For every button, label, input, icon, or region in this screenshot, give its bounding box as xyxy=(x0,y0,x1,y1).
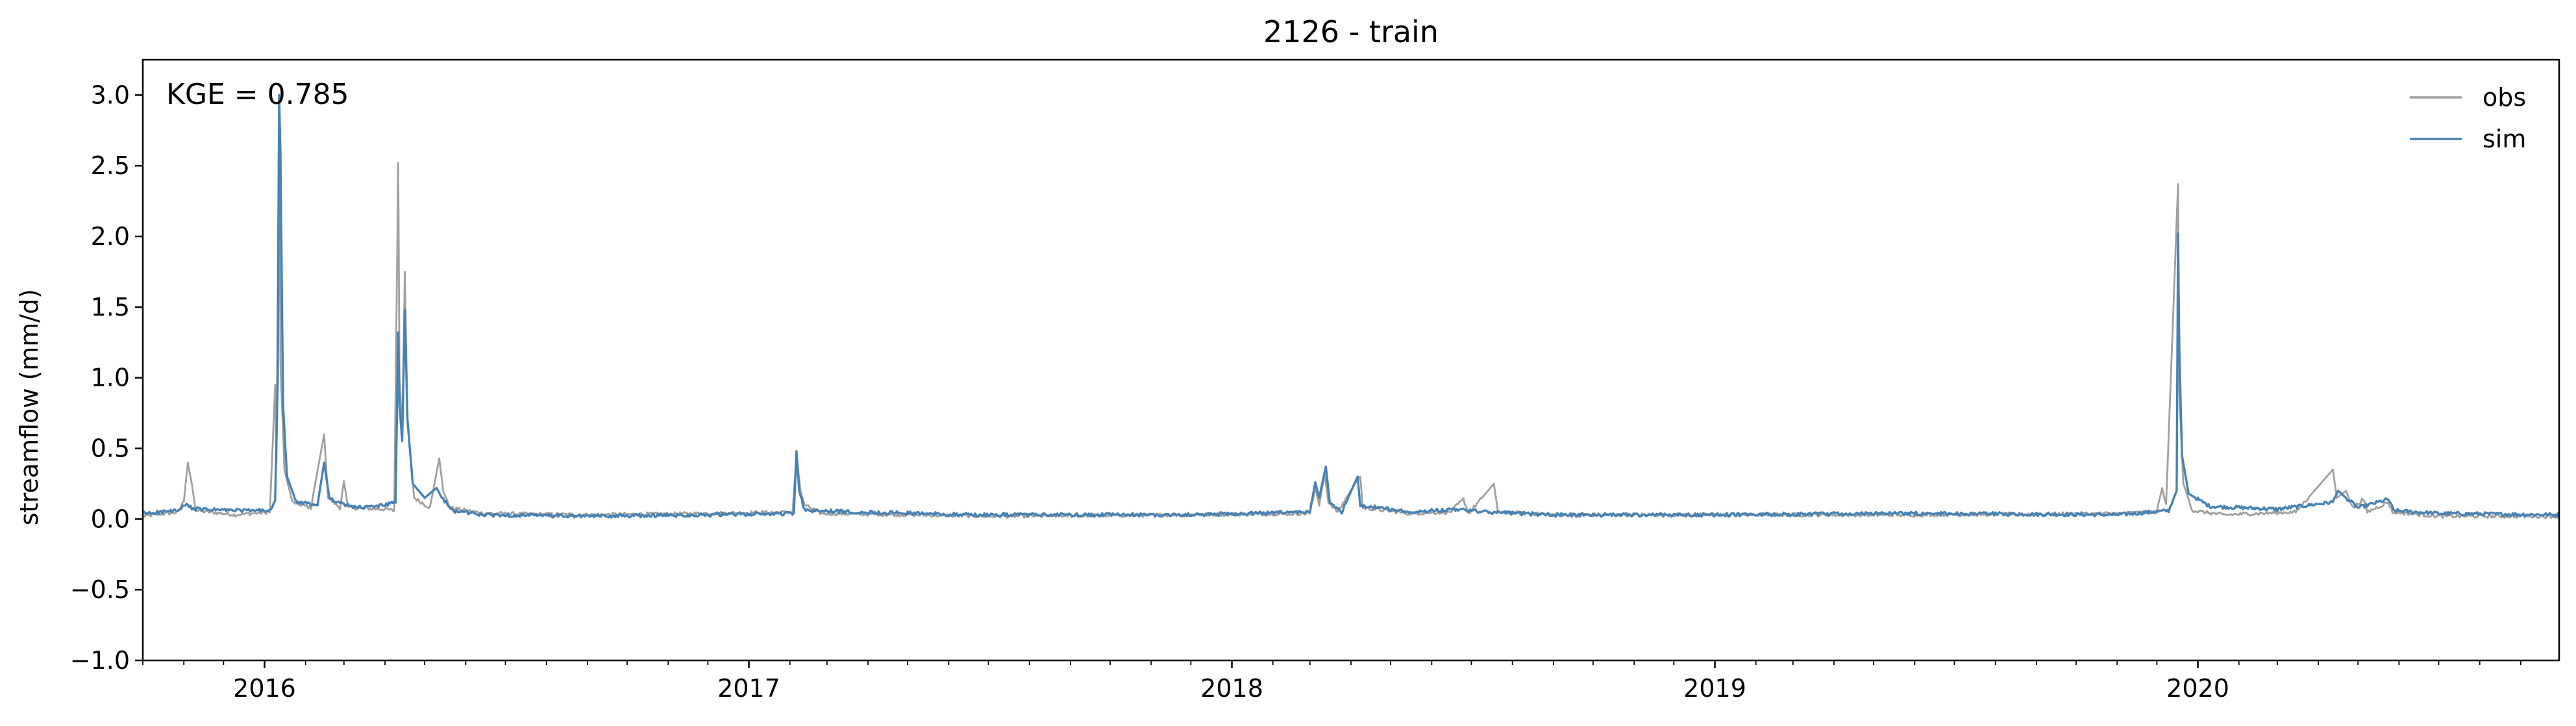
legend-label-sim: sim xyxy=(2483,125,2526,153)
y-tick-label: 3.0 xyxy=(91,81,130,109)
chart-title: 2126 - train xyxy=(1263,14,1439,49)
legend: obs sim xyxy=(2410,83,2526,153)
x-tick-label: 2020 xyxy=(2166,674,2229,703)
x-tick-label: 2016 xyxy=(233,674,296,703)
kge-annotation: KGE = 0.785 xyxy=(166,78,349,111)
y-tick-label: 0.5 xyxy=(91,434,130,463)
y-axis-label: streamflow (mm/d) xyxy=(15,289,43,525)
y-tick-label: 2.0 xyxy=(91,222,130,251)
legend-label-obs: obs xyxy=(2483,83,2526,112)
y-tick-label: 0.0 xyxy=(91,505,130,533)
x-tick-label: 2017 xyxy=(717,674,780,703)
y-tick-label: −1.0 xyxy=(70,646,130,675)
y-tick-label: −0.5 xyxy=(70,575,130,604)
x-tick-label: 2018 xyxy=(1200,674,1263,703)
x-tick-label: 2019 xyxy=(1683,674,1746,703)
y-axis: −1.0 −0.5 0.0 0.5 1.0 1.5 2.0 2.5 3.0 xyxy=(70,81,143,675)
series-layer xyxy=(143,94,2559,519)
y-tick-label: 2.5 xyxy=(91,151,130,180)
series-line-sim xyxy=(143,94,2559,519)
y-tick-label: 1.5 xyxy=(91,293,130,321)
y-tick-label: 1.0 xyxy=(91,364,130,392)
x-axis: 2016 2017 2018 2019 2020 xyxy=(142,660,2521,703)
